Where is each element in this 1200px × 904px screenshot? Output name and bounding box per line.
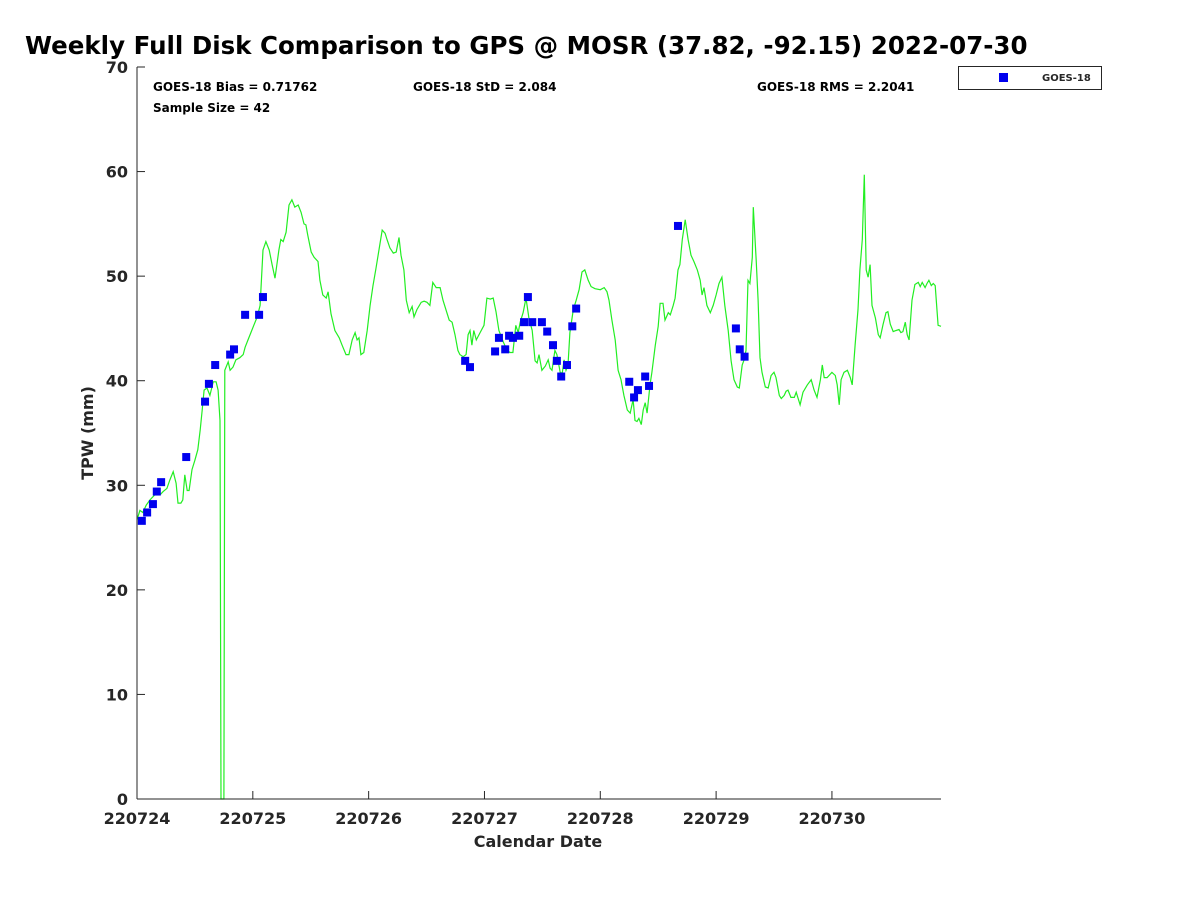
y-tick-label: 20: [106, 581, 128, 600]
goes18-point: [501, 345, 510, 354]
y-tick-label: 70: [106, 58, 128, 77]
goes18-point: [255, 310, 264, 319]
goes18-point: [562, 361, 571, 370]
x-tick-label: 220728: [567, 809, 634, 828]
y-tick-label: 40: [106, 372, 128, 391]
goes18-point: [568, 322, 577, 331]
legend-marker-goes18: [999, 73, 1008, 82]
goes18-point: [520, 318, 529, 327]
legend-box: [958, 66, 1102, 90]
y-tick-label: 0: [117, 790, 128, 809]
goes18-point: [230, 345, 239, 354]
x-axis-label: Calendar Date: [474, 832, 603, 851]
x-tick-label: 220729: [683, 809, 750, 828]
goes18-point: [241, 310, 250, 319]
axes: 0 10 20 30 40 50 60 70 220724 220725 220726 220727 2…: [104, 58, 941, 828]
goes18-point: [515, 331, 524, 340]
x-tick-label: 220727: [451, 809, 518, 828]
goes18-point: [211, 361, 220, 370]
goes18-point: [552, 356, 561, 365]
chart-title: Weekly Full Disk Comparison to GPS @ MOS…: [25, 31, 1028, 60]
y-tick-label: 50: [106, 267, 128, 286]
annotation-std: GOES-18 StD = 2.084: [413, 80, 556, 94]
goes18-point: [673, 221, 682, 230]
goes18-point: [143, 508, 152, 517]
goes18-point: [537, 318, 546, 327]
legend-label-goes18: GOES-18: [1042, 73, 1091, 84]
goes18-point: [258, 293, 267, 302]
goes18-point: [465, 363, 474, 372]
goes18-point: [528, 318, 537, 327]
legend: GOES-18: [958, 66, 1102, 90]
goes18-point: [572, 304, 581, 313]
x-tick-label: 220725: [219, 809, 286, 828]
goes18-point: [557, 372, 566, 381]
x-tick-label: 220724: [104, 809, 171, 828]
goes18-point: [137, 516, 146, 525]
goes18-point: [740, 352, 749, 361]
goes18-point: [204, 379, 213, 388]
goes18-point: [523, 293, 532, 302]
goes18-point: [461, 356, 470, 365]
goes18-point: [633, 386, 642, 395]
plot-area: [136, 174, 942, 800]
annotation-rms: GOES-18 RMS = 2.2041: [757, 80, 914, 94]
goes18-point: [548, 341, 557, 350]
x-tick-label: 220730: [799, 809, 866, 828]
y-axis-label: TPW (mm): [78, 386, 97, 480]
gps-tpw-line: [136, 174, 942, 800]
goes18-point: [157, 478, 166, 487]
goes18-point: [630, 393, 639, 402]
y-tick-label: 30: [106, 476, 128, 495]
goes18-point: [735, 345, 744, 354]
goes18-point: [508, 333, 517, 342]
goes18-point: [494, 333, 503, 342]
goes18-point: [625, 377, 634, 386]
goes18-point: [641, 372, 650, 381]
goes18-point: [182, 453, 191, 462]
annotation-sample-size: Sample Size = 42: [153, 101, 270, 115]
goes18-point: [201, 397, 210, 406]
goes18-point: [543, 327, 552, 336]
goes18-point: [645, 381, 654, 390]
goes18-point: [491, 347, 500, 356]
annotation-bias: GOES-18 Bias = 0.71762: [153, 80, 317, 94]
goes18-point: [148, 500, 157, 509]
goes18-point: [731, 324, 740, 333]
x-tick-label: 220726: [335, 809, 402, 828]
y-tick-label: 10: [106, 685, 128, 704]
goes18-point: [226, 350, 235, 359]
y-tick-label: 60: [106, 163, 128, 182]
goes18-point: [152, 487, 161, 496]
